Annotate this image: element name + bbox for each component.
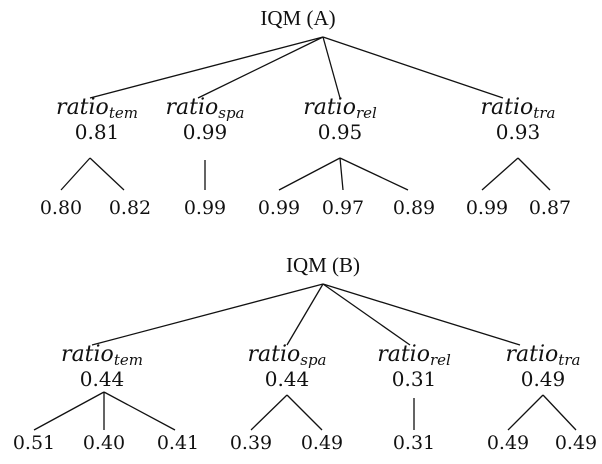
tree-edge [322,283,521,346]
tree-a-leaf: 0.99 [257,197,301,219]
tree-a-node-tem: ratiotem 0.81 [56,95,138,144]
tree-a-node-spa: ratiospa 0.99 [165,95,245,144]
tree-edge [103,391,176,431]
tree-b-node-tra: ratiotra 0.49 [505,342,581,391]
tree-edge [542,394,577,431]
tree-b-root: IQM (B) [285,253,361,277]
tree-b-leaf: 0.41 [156,432,200,454]
tree-a-leaf: 0.80 [39,197,83,219]
tree-edge [339,157,409,191]
tree-edge [322,36,504,99]
tree-edge [507,394,544,431]
tree-edge [339,157,344,191]
tree-b-node-tem: ratiotem 0.44 [61,342,143,391]
tree-a-leaf: 0.89 [392,197,436,219]
tree-a-leaf: 0.87 [528,197,572,219]
tree-edge [197,36,324,99]
tree-edge [481,157,519,191]
tree-a-leaf: 0.99 [465,197,509,219]
tree-a-leaf: 0.99 [183,197,227,219]
tree-b-leaf: 0.40 [82,432,126,454]
tree-b-leaf: 0.39 [229,432,273,454]
tree-edge [33,391,105,431]
tree-b-leaf: 0.31 [392,432,436,454]
tree-edge [322,283,411,346]
tree-b-leaf: 0.49 [486,432,530,454]
tree-edge [286,283,324,346]
tree-edge [60,157,91,191]
tree-edge [91,283,324,346]
tree-b-node-spa: ratiospa 0.44 [247,342,327,391]
tree-a-node-rel: ratiorel 0.95 [303,95,377,144]
tree-a-leaf: 0.82 [108,197,152,219]
tree-a-node-tra: ratiotra 0.93 [480,95,556,144]
tree-edge [517,157,551,191]
tree-edge [89,36,324,99]
tree-edge [250,394,288,431]
tree-edge [278,157,341,191]
tree-b-leaf: 0.49 [554,432,598,454]
tree-a-root: IQM (A) [260,6,336,30]
tree-a-leaf: 0.97 [321,197,365,219]
tree-b-node-rel: ratiorel 0.31 [377,342,451,391]
tree-edge [89,157,125,191]
tree-edge [286,394,323,431]
tree-edge [322,36,341,99]
tree-b-leaf: 0.51 [12,432,56,454]
tree-b-leaf: 0.49 [300,432,344,454]
